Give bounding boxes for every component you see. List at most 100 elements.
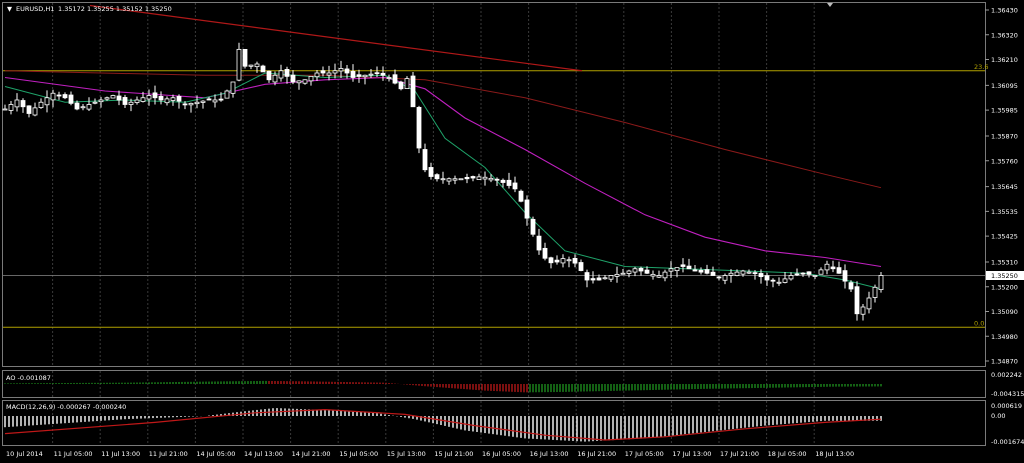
bear-candle-body	[392, 74, 398, 84]
bear-candle-body	[578, 262, 584, 271]
bull-candle-body	[650, 273, 656, 277]
bear-candle-body	[266, 70, 272, 81]
bull-candle-body	[200, 100, 206, 103]
bear-candle-body	[374, 72, 380, 75]
bear-candle-body	[836, 267, 842, 274]
time-tick-label: 10 Jul 2014	[6, 450, 43, 458]
bull-candle-body	[626, 270, 632, 274]
price-tick-label: 1.36430	[991, 7, 1018, 15]
bear-candle-body	[506, 179, 512, 186]
time-tick-label: 15 Jul 21:00	[434, 450, 473, 458]
bull-candle-body	[446, 178, 452, 182]
bull-candle-body	[332, 70, 338, 74]
bull-candle-body	[110, 95, 116, 99]
bull-candle-body	[458, 178, 464, 181]
bear-candle-body	[542, 247, 548, 259]
bull-candle-body	[104, 97, 110, 100]
chart-shift-marker-icon[interactable]	[827, 3, 833, 7]
bull-candle-body	[146, 95, 152, 100]
bull-candle-body	[362, 74, 368, 78]
bear-candle-body	[794, 273, 800, 276]
bull-candle-body	[326, 72, 332, 76]
time-tick-label: 17 Jul 21:00	[720, 450, 759, 458]
bull-candle-body	[296, 80, 302, 84]
bull-candle-body	[140, 97, 146, 102]
bear-candle-body	[380, 72, 386, 76]
bull-candle-body	[776, 281, 782, 284]
bull-candle-body	[614, 273, 620, 277]
bull-candle-body	[668, 268, 674, 272]
bear-candle-body	[356, 74, 362, 77]
time-tick-label: 17 Jul 05:00	[625, 450, 664, 458]
bull-candle-body	[92, 101, 98, 104]
bear-candle-body	[518, 190, 524, 202]
bear-candle-body	[842, 270, 848, 282]
bear-candle-body	[716, 276, 722, 279]
bear-candle-body	[464, 176, 470, 180]
bear-candle-body	[434, 174, 440, 180]
symbol-dropdown-icon[interactable]: ▼	[7, 5, 12, 13]
bull-candle-body	[566, 259, 572, 262]
price-tick-label: 1.36320	[991, 31, 1018, 39]
bear-candle-body	[290, 74, 296, 83]
bear-candle-body	[122, 97, 128, 105]
time-tick-label: 16 Jul 21:00	[577, 450, 616, 458]
bear-candle-body	[764, 275, 770, 281]
bear-candle-body	[512, 182, 518, 190]
bull-candle-body	[338, 68, 344, 72]
price-tick-label: 1.35535	[991, 208, 1018, 216]
slow-ma-line	[4, 70, 882, 189]
price-tick-label: 1.35760	[991, 157, 1018, 165]
bear-candle-body	[242, 49, 248, 67]
bear-candle-body	[848, 282, 854, 290]
bull-candle-body	[878, 275, 884, 291]
price-tick-label: 1.36210	[991, 56, 1018, 64]
bear-candle-body	[584, 272, 590, 281]
macd-scale-zero: 0.00	[991, 412, 1005, 420]
bull-candle-body	[602, 277, 608, 280]
time-tick-label: 17 Jul 13:00	[672, 450, 711, 458]
bull-candle-body	[608, 275, 614, 280]
time-tick-label: 18 Jul 05:00	[768, 450, 807, 458]
price-panel-frame	[2, 2, 986, 367]
bull-candle-body	[314, 72, 320, 78]
bear-candle-body	[218, 98, 224, 101]
bull-candle-body	[38, 101, 44, 108]
current-price-label: 1.35250	[991, 272, 1018, 280]
macd-scale-bottom: -0.001674	[991, 438, 1024, 446]
bull-candle-body	[728, 272, 734, 276]
time-tick-label: 18 Jul 13:00	[815, 450, 854, 458]
symbol-label: EURUSD,H1	[16, 5, 54, 13]
bear-candle-body	[638, 267, 644, 272]
time-tick-label: 11 Jul 13:00	[101, 450, 140, 458]
trendline	[89, 4, 583, 72]
bull-candle-body	[404, 78, 410, 89]
bear-candle-body	[686, 265, 692, 270]
bear-candle-body	[548, 257, 554, 264]
bull-candle-body	[662, 271, 668, 279]
bear-candle-body	[284, 69, 290, 77]
bull-candle-body	[674, 267, 680, 272]
bull-candle-body	[50, 92, 56, 101]
bull-candle-body	[452, 178, 458, 181]
bull-candle-body	[44, 97, 50, 106]
bear-candle-body	[704, 269, 710, 274]
price-tick-label: 1.35310	[991, 259, 1018, 267]
bull-candle-body	[818, 269, 824, 275]
time-tick-label: 14 Jul 05:00	[196, 450, 235, 458]
bear-candle-body	[770, 279, 776, 282]
bull-candle-body	[278, 70, 284, 79]
bear-candle-body	[692, 269, 698, 272]
ao-panel-frame	[2, 370, 986, 398]
bear-candle-body	[26, 105, 32, 114]
bear-candle-body	[830, 266, 836, 270]
macd-scale-top: 0.000619	[991, 402, 1022, 410]
bear-candle-body	[680, 264, 686, 267]
time-tick-label: 11 Jul 21:00	[149, 450, 188, 458]
price-axis: 1.36430 1.36320 1.36210 1.36095 1.35985 1.358…	[985, 7, 1024, 366]
fib-level-label: 23.6	[974, 63, 988, 71]
ohlc-values: 1.35172 1.35255 1.35152 1.35250	[58, 5, 172, 13]
bull-candle-body	[632, 268, 638, 273]
